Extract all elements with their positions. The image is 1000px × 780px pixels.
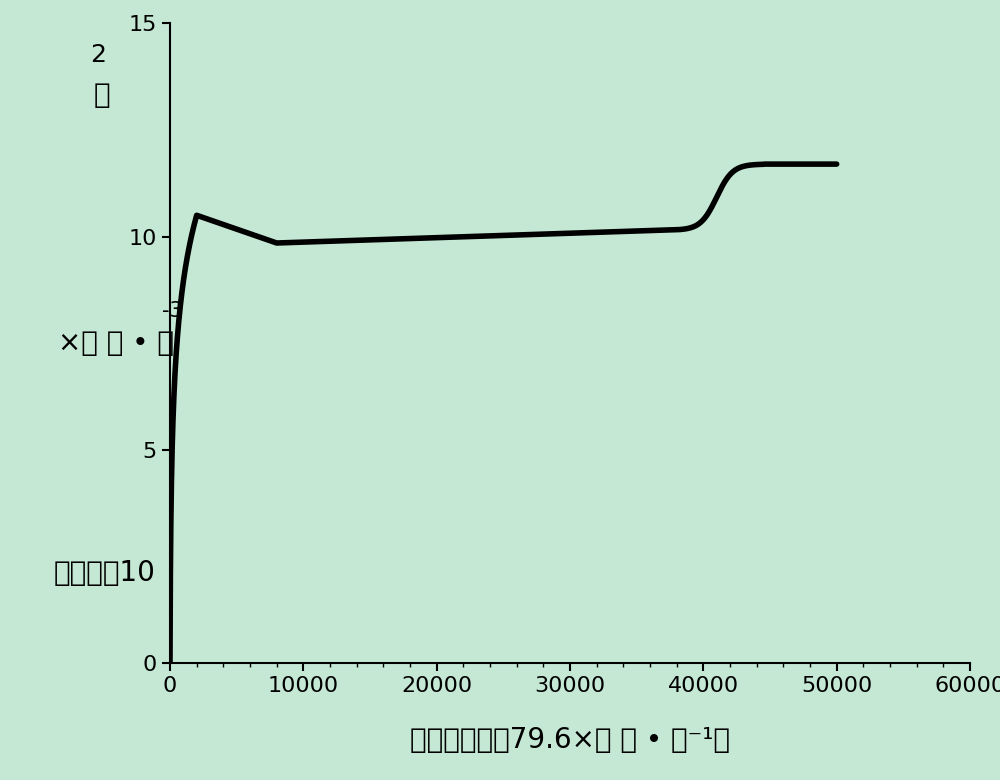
Text: 2: 2 — [90, 43, 106, 66]
Text: -3: -3 — [162, 301, 183, 321]
Text: 磁矩／（10: 磁矩／（10 — [54, 559, 156, 587]
Text: ×安 培 • 米: ×安 培 • 米 — [58, 329, 174, 357]
Text: 磁场强度／（79.6×安 培 • 米⁻¹）: 磁场强度／（79.6×安 培 • 米⁻¹） — [410, 725, 730, 753]
Text: ）: ） — [94, 81, 110, 109]
